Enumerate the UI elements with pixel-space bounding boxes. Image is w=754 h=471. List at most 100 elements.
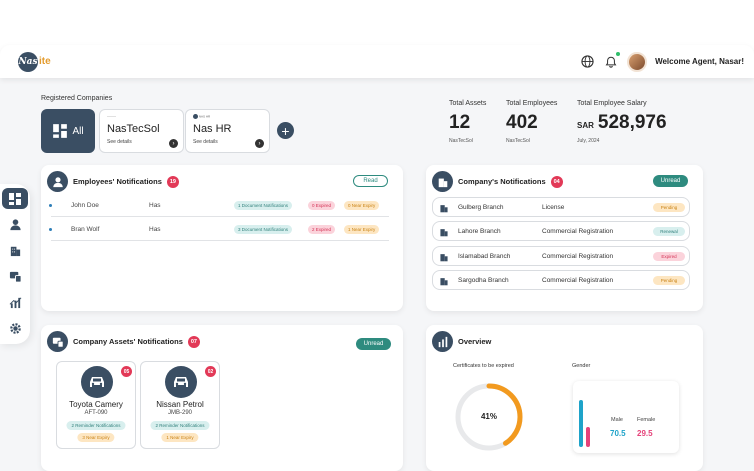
employee-notifications-card: Employees' Notifications 19 Read bbox=[41, 165, 403, 311]
company-logo: ——— bbox=[107, 114, 116, 118]
stat-value: 402 bbox=[506, 112, 557, 134]
sidebar-item-companies[interactable] bbox=[2, 240, 28, 261]
stat-sub: NasTecSol bbox=[506, 138, 530, 144]
stat-label: Total Employee Salary bbox=[577, 100, 647, 107]
stat-number: 528,976 bbox=[597, 112, 667, 133]
unread-button[interactable]: Unread bbox=[356, 338, 391, 350]
reminder-tag: 2 Reminder Notifications bbox=[150, 421, 210, 430]
asset-code: AFT-090 bbox=[84, 410, 108, 416]
list-item[interactable]: Lahore Branch Commercial Registration Re… bbox=[432, 221, 690, 241]
stat-total-assets: Total Assets 12 NasTecSol bbox=[449, 100, 486, 144]
add-company-button[interactable]: + bbox=[277, 122, 294, 139]
stat-sub: July, 2024 bbox=[577, 138, 600, 144]
count-badge: 04 bbox=[550, 175, 563, 188]
status-badge: Expired bbox=[653, 251, 685, 261]
bullet bbox=[49, 227, 52, 231]
stat-number: 12 bbox=[449, 112, 471, 133]
count-badge: 19 bbox=[166, 175, 179, 188]
logo-suffix: ite bbox=[39, 56, 51, 67]
grid-icon bbox=[53, 124, 68, 138]
company-name: NasTecSol bbox=[107, 123, 160, 135]
list-item[interactable]: Sargodha Branch Commercial Registration … bbox=[432, 270, 690, 290]
stat-value: 12 bbox=[449, 112, 486, 134]
company-logo-caption: NAS HR bbox=[198, 114, 211, 119]
card-title: Employees' Notifications bbox=[73, 177, 162, 186]
gender-chart: Male 70.5 Female 29.5 bbox=[573, 381, 679, 453]
company-name: Nas HR bbox=[193, 123, 232, 135]
near-expiry-tag: 1 Near Expiry bbox=[161, 433, 199, 442]
chevron-right-icon[interactable]: › bbox=[255, 139, 264, 148]
car-icon bbox=[165, 366, 197, 398]
has-label: Has bbox=[149, 201, 161, 209]
avatar[interactable] bbox=[627, 51, 648, 72]
app-logo[interactable]: Nas ite bbox=[18, 51, 51, 72]
see-details-link[interactable]: See details bbox=[193, 139, 218, 145]
car-icon bbox=[81, 366, 113, 398]
table-row[interactable]: Bran Wolf Has 3 Document Notifications 2… bbox=[49, 218, 389, 241]
count-badge: 02 bbox=[205, 366, 216, 377]
asset-code: JMB-290 bbox=[167, 410, 192, 416]
card-title: Overview bbox=[458, 337, 492, 346]
welcome-text: Welcome Agent, Nasar! bbox=[655, 57, 744, 66]
sidebar bbox=[0, 184, 30, 344]
branch-name: Sargodha Branch bbox=[458, 276, 509, 284]
user-icon bbox=[9, 219, 21, 231]
card-header: Company Assets' Notifications 07 bbox=[47, 331, 200, 352]
certificates-label: Certificates to be expired bbox=[453, 363, 514, 369]
stat-total-employees: Total Employees 402 NasTecSol bbox=[506, 100, 557, 144]
chevron-right-icon[interactable]: › bbox=[169, 139, 178, 148]
globe-icon[interactable] bbox=[579, 54, 595, 70]
female-label: Female bbox=[637, 417, 656, 423]
card-header: Employees' Notifications 19 bbox=[47, 171, 179, 192]
company-notifications-card: Company's Notifications 04 Unread bbox=[426, 165, 703, 311]
asset-card-toyota-camery[interactable]: 05 Toyota Camery AFT-090 2 Reminder Noti… bbox=[56, 361, 136, 449]
near-expiry-tag: 1 Near Expiry bbox=[344, 224, 380, 234]
donut-progress bbox=[455, 383, 523, 451]
sidebar-item-employees[interactable] bbox=[2, 214, 28, 235]
building-icon bbox=[10, 246, 20, 257]
near-expiry-tag: 3 Near Expiry bbox=[77, 433, 115, 442]
logo-text: ite bbox=[39, 56, 51, 67]
status-badge: Renewal bbox=[653, 226, 685, 236]
stat-label: Total Employees bbox=[506, 100, 558, 107]
building-icon bbox=[440, 229, 448, 237]
top-bar: Nas ite Welcome Agent, Nasar! bbox=[0, 45, 754, 78]
see-details-link[interactable]: See details bbox=[107, 139, 132, 145]
near-expiry-tag: 0 Near Expiry bbox=[344, 200, 380, 210]
bell-icon[interactable] bbox=[603, 51, 621, 70]
logo-mark: Nas bbox=[18, 51, 38, 72]
female-bar bbox=[586, 427, 590, 447]
stat-value: SAR 528,976 bbox=[577, 112, 667, 134]
female-value: 29.5 bbox=[637, 429, 653, 438]
users-icon bbox=[47, 171, 68, 192]
unread-button[interactable]: Unread bbox=[653, 175, 688, 187]
sidebar-item-assets[interactable] bbox=[2, 266, 28, 287]
list-item[interactable]: Gulberg Branch License Pending bbox=[432, 197, 690, 217]
devices-icon bbox=[47, 331, 68, 352]
sidebar-item-dashboard[interactable] bbox=[2, 188, 28, 209]
sidebar-item-reports[interactable] bbox=[2, 292, 28, 313]
registered-companies-title: Registered Companies bbox=[41, 95, 113, 102]
card-title: Company Assets' Notifications bbox=[73, 337, 183, 346]
chart-icon bbox=[9, 297, 21, 309]
top-bar-actions: Welcome Agent, Nasar! bbox=[579, 51, 744, 72]
sidebar-item-settings[interactable] bbox=[2, 318, 28, 339]
expired-tag: 0 Expired bbox=[308, 200, 336, 210]
read-button[interactable]: Read bbox=[353, 175, 388, 187]
list-item[interactable]: Islamabad Branch Commercial Registration… bbox=[432, 246, 690, 266]
card-title: Company's Notifications bbox=[458, 177, 546, 186]
table-row[interactable]: John Doe Has 1 Document Notifications 0 … bbox=[49, 194, 389, 217]
branch-name: Gulberg Branch bbox=[458, 203, 504, 211]
company-card-nastecsol[interactable]: ——— NasTecSol See details › bbox=[99, 109, 184, 153]
company-logo: NAS HR bbox=[193, 114, 262, 120]
employee-name: Bran Wolf bbox=[71, 225, 100, 233]
asset-card-nissan-petrol[interactable]: 02 Nissan Petrol JMB-290 2 Reminder Noti… bbox=[140, 361, 220, 449]
building-icon bbox=[440, 278, 448, 286]
building-icon bbox=[440, 205, 448, 213]
document-tag: 3 Document Notifications bbox=[234, 224, 293, 234]
company-card-nas-hr[interactable]: NAS HR Nas HR See details › bbox=[185, 109, 270, 153]
company-filter-all[interactable]: All bbox=[41, 109, 95, 153]
certificates-percent: 41% bbox=[480, 412, 497, 421]
has-label: Has bbox=[149, 225, 161, 233]
